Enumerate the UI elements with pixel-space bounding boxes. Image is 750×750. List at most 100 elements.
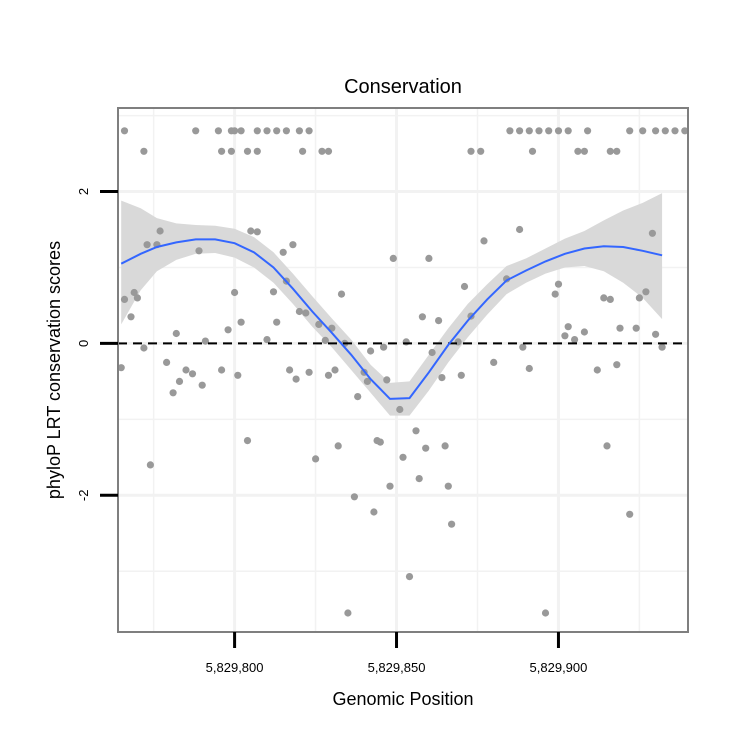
- data-point: [477, 147, 485, 155]
- data-point: [457, 371, 465, 379]
- data-point: [344, 609, 352, 617]
- data-point: [253, 228, 261, 236]
- data-point: [541, 609, 550, 617]
- data-point: [606, 295, 614, 303]
- data-point: [580, 147, 589, 155]
- data-point: [120, 127, 129, 135]
- data-point: [652, 330, 660, 338]
- data-point: [302, 309, 310, 317]
- x-tick-label: 5,829,850: [368, 660, 426, 675]
- data-point: [613, 361, 621, 369]
- data-point: [292, 375, 300, 383]
- data-point: [214, 127, 222, 135]
- data-point: [658, 343, 666, 351]
- data-point: [289, 241, 297, 249]
- data-point: [554, 280, 563, 288]
- data-point: [247, 227, 255, 235]
- data-point: [380, 343, 388, 351]
- data-point: [237, 318, 245, 326]
- data-point: [412, 427, 420, 435]
- data-point: [600, 294, 608, 302]
- data-point: [396, 405, 404, 414]
- data-point: [435, 317, 443, 325]
- data-point: [367, 347, 375, 355]
- data-point: [156, 227, 164, 235]
- data-point: [561, 332, 569, 340]
- data-point: [626, 510, 634, 518]
- data-point: [370, 508, 378, 516]
- data-point: [127, 313, 135, 321]
- data-point: [253, 127, 261, 135]
- data-point: [480, 237, 488, 245]
- data-point: [318, 147, 326, 155]
- data-point: [273, 318, 281, 326]
- data-point: [227, 147, 235, 155]
- data-point: [172, 329, 180, 338]
- data-point: [418, 313, 426, 321]
- data-point: [554, 127, 563, 135]
- chart-title: Conservation: [344, 76, 462, 98]
- data-point: [188, 370, 197, 378]
- data-point: [389, 254, 397, 262]
- data-point: [299, 147, 307, 155]
- data-point: [681, 127, 689, 135]
- y-axis-title: phyloP LRT conservation scores: [44, 241, 64, 499]
- data-point: [243, 437, 252, 445]
- data-point: [331, 366, 339, 374]
- data-point: [652, 127, 660, 135]
- data-point: [130, 288, 138, 297]
- x-axis-ticks: 5,829,800 5,829,850 5,829,900: [206, 632, 587, 675]
- data-point: [169, 389, 177, 397]
- data-point: [425, 254, 433, 262]
- data-point: [574, 147, 582, 155]
- data-point: [467, 147, 475, 155]
- data-point: [218, 366, 226, 374]
- data-point: [564, 323, 572, 331]
- data-point: [224, 326, 232, 334]
- data-point: [354, 393, 362, 401]
- data-point: [444, 482, 452, 490]
- data-point: [639, 127, 647, 135]
- data-point: [282, 127, 290, 135]
- data-point: [195, 247, 203, 255]
- data-point: [613, 147, 621, 155]
- data-point: [295, 307, 303, 316]
- data-point: [516, 225, 524, 234]
- data-point: [117, 364, 125, 372]
- y-tick-label: 0: [76, 340, 91, 347]
- data-point: [671, 127, 679, 135]
- data-point: [564, 127, 572, 135]
- data-point: [386, 482, 394, 490]
- data-point: [218, 147, 226, 155]
- data-point: [305, 127, 313, 135]
- data-point: [551, 290, 559, 298]
- smooth-line: [120, 238, 663, 400]
- data-point: [231, 288, 239, 297]
- data-point: [603, 442, 611, 450]
- data-point: [441, 442, 449, 450]
- panel-border: [117, 107, 689, 633]
- x-axis-title: Genomic Position: [332, 689, 473, 709]
- data-point: [528, 147, 537, 155]
- y-tick-label: -2: [76, 490, 91, 502]
- x-tick-label: 5,829,800: [206, 660, 264, 675]
- data-point: [428, 348, 436, 357]
- data-point: [146, 461, 154, 469]
- data-point: [580, 328, 589, 336]
- data-point: [243, 147, 252, 155]
- plot-panel: [117, 107, 689, 633]
- data-point: [545, 127, 553, 135]
- data-point: [227, 127, 235, 135]
- data-point: [616, 324, 624, 332]
- data-point: [535, 127, 543, 135]
- data-point: [642, 288, 650, 296]
- data-point: [120, 295, 129, 303]
- data-point: [286, 366, 294, 374]
- y-axis-ticks: -2 0 2: [76, 188, 118, 501]
- data-point: [525, 364, 533, 373]
- data-point: [140, 147, 148, 155]
- data-point: [337, 290, 346, 298]
- data-point: [324, 147, 333, 155]
- data-point: [321, 336, 329, 344]
